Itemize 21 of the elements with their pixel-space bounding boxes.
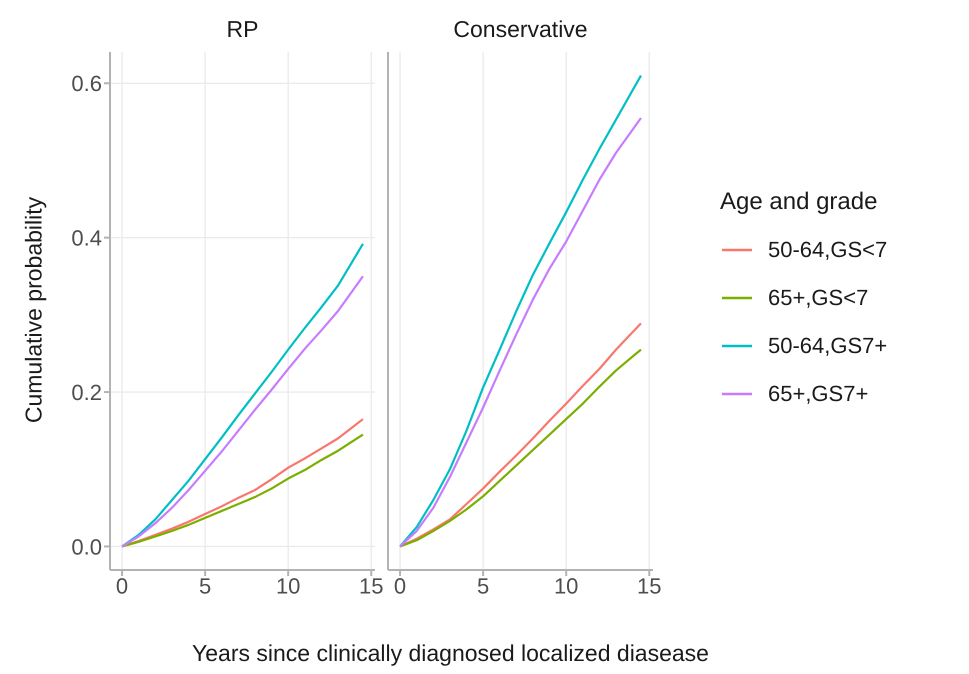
y-tick-label: 0.0 (71, 534, 102, 560)
y-axis-title: Cumulative probability (20, 196, 48, 424)
x-tick-label: 0 (116, 574, 128, 599)
legend-label: 65+,GS7+ (768, 381, 868, 407)
legend-label: 65+,GS<7 (768, 285, 868, 311)
x-tick-label: 5 (198, 574, 212, 599)
x-tick-label: 10 (554, 574, 578, 599)
chart-title: RP (226, 16, 260, 43)
y-tick-label: 0.2 (71, 380, 102, 405)
x-tick-label: 15 (637, 574, 662, 599)
y-tick-label: 0.6 (71, 71, 102, 96)
x-tick-label: 5 (476, 574, 490, 599)
legend-label: 50-64,GS7+ (768, 333, 888, 359)
x-axis-title: Years since clinically diagnosed localized diasease (191, 640, 710, 667)
x-tick-label: 10 (276, 574, 300, 599)
x-tick-label: 0 (394, 574, 406, 599)
legend-title: Age and grade (720, 188, 878, 216)
y-tick-label: 0.4 (71, 225, 102, 250)
chart-title: Conservative (452, 16, 589, 43)
x-tick-label: 15 (359, 574, 384, 599)
legend-label: 50-64,GS<7 (768, 237, 888, 263)
